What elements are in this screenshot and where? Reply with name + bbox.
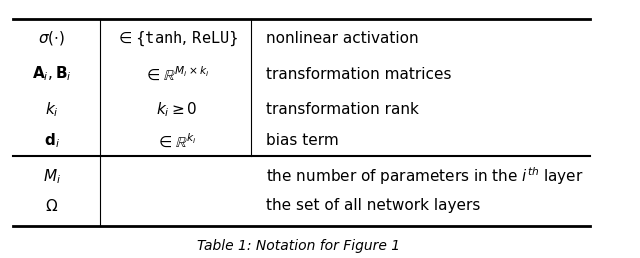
Text: the number of parameters in the $i^{th}$ layer: the number of parameters in the $i^{th}$… bbox=[266, 165, 584, 187]
Text: Table 1: Notation for Figure 1: Table 1: Notation for Figure 1 bbox=[197, 239, 401, 253]
Text: $\mathbf{d}_i$: $\mathbf{d}_i$ bbox=[44, 131, 60, 150]
Text: $\in \mathbb{R}^{k_i}$: $\in \mathbb{R}^{k_i}$ bbox=[156, 132, 197, 149]
Text: $\in \mathbb{R}^{M_i \times k_i}$: $\in \mathbb{R}^{M_i \times k_i}$ bbox=[144, 65, 210, 83]
Text: $k_i \geq 0$: $k_i \geq 0$ bbox=[156, 101, 198, 119]
Text: $\sigma(\cdot)$: $\sigma(\cdot)$ bbox=[38, 29, 65, 47]
Text: the set of all network layers: the set of all network layers bbox=[266, 198, 481, 213]
Text: bias term: bias term bbox=[266, 133, 339, 148]
Text: $M_i$: $M_i$ bbox=[43, 167, 61, 186]
Text: $\in \{\mathtt{tanh},\, \mathtt{ReLU}\}$: $\in \{\mathtt{tanh},\, \mathtt{ReLU}\}$ bbox=[116, 29, 238, 47]
Text: $k_i$: $k_i$ bbox=[45, 101, 59, 119]
Text: $\mathbf{A}_i, \mathbf{B}_i$: $\mathbf{A}_i, \mathbf{B}_i$ bbox=[32, 65, 72, 84]
Text: transformation matrices: transformation matrices bbox=[266, 67, 452, 82]
Text: $\Omega$: $\Omega$ bbox=[45, 198, 58, 214]
Text: transformation rank: transformation rank bbox=[266, 102, 419, 117]
Text: nonlinear activation: nonlinear activation bbox=[266, 31, 419, 46]
